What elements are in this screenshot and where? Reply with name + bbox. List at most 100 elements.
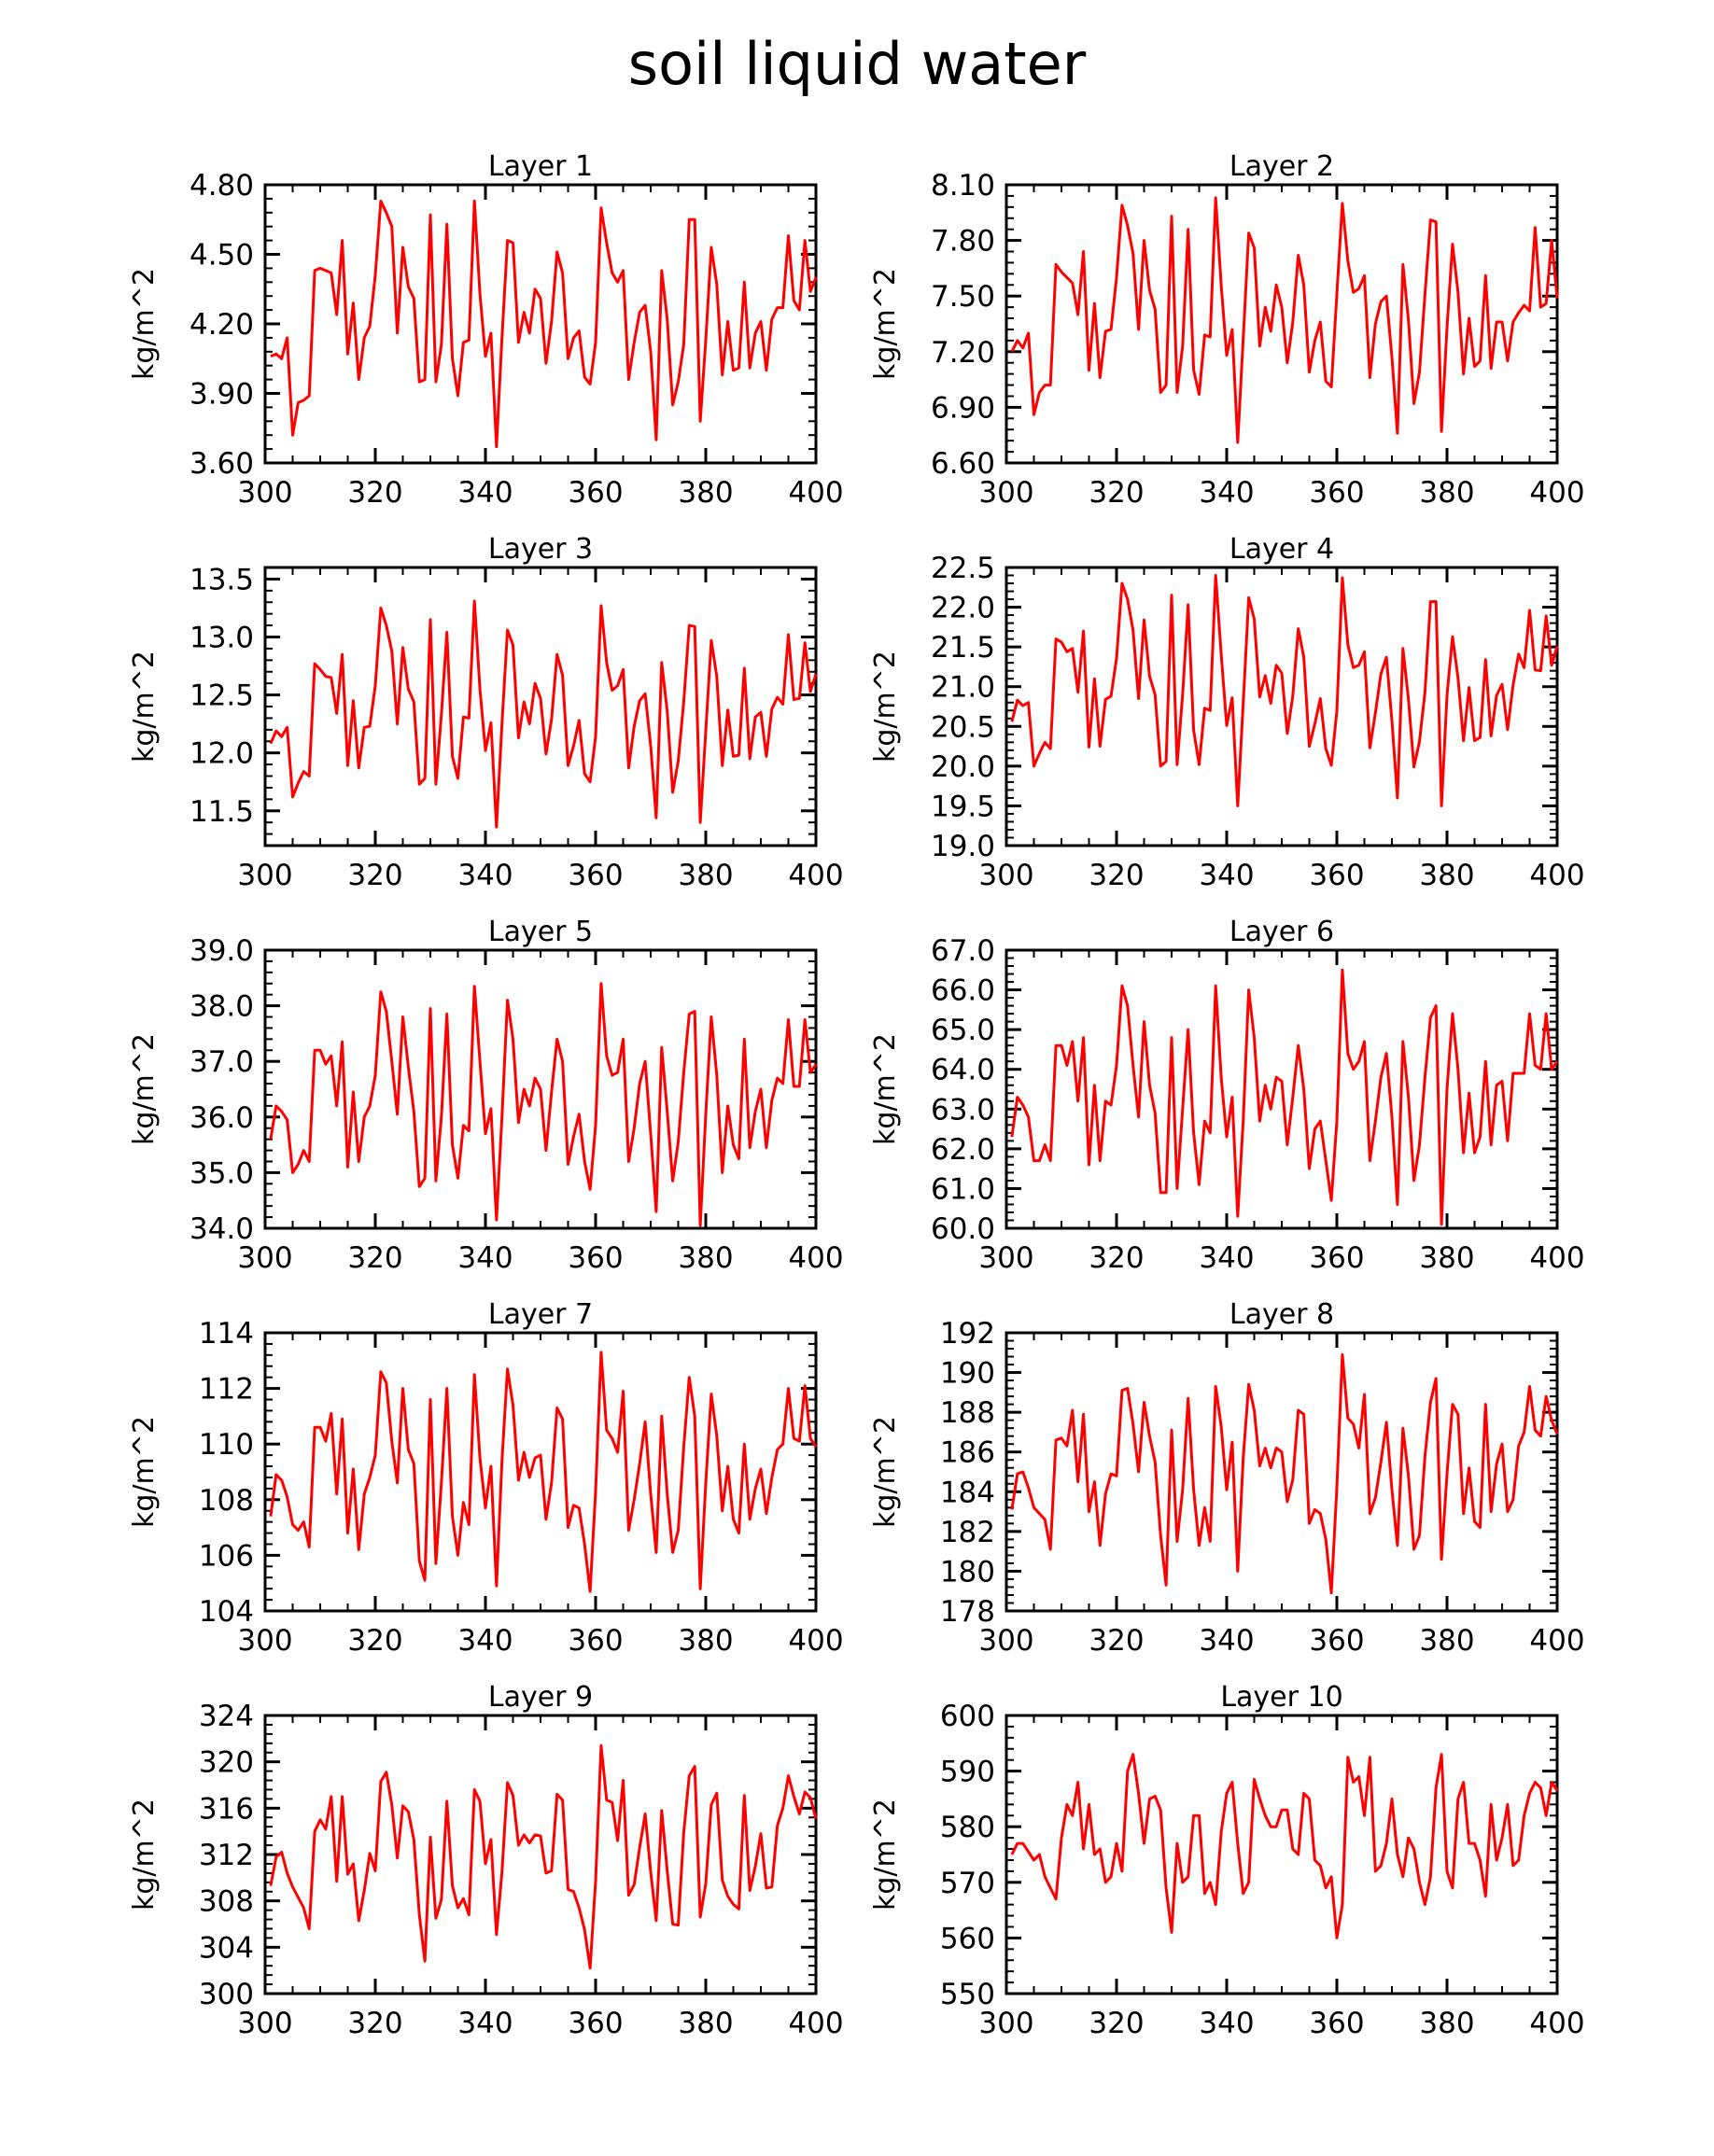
x-tick-label: 380: [678, 1241, 733, 1275]
x-tick-label: 400: [1529, 859, 1584, 892]
y-tick-label: 182: [940, 1516, 995, 1549]
x-tick-label: 360: [568, 476, 623, 510]
y-tick-label: 190: [940, 1357, 995, 1391]
y-tick-label: 7.20: [931, 336, 995, 370]
y-axis-label: kg/m^2: [128, 1799, 161, 1911]
y-tick-label: 580: [940, 1811, 995, 1844]
x-tick-label: 320: [1089, 1624, 1144, 1658]
y-tick-label: 38.0: [190, 990, 254, 1024]
y-tick-label: 67.0: [931, 934, 995, 968]
x-tick-label: 300: [978, 1241, 1033, 1275]
y-tick-label: 22.0: [931, 592, 995, 625]
data-series-line: [1010, 574, 1559, 807]
x-tick-label: 340: [457, 1624, 513, 1658]
x-tick-label: 400: [788, 1241, 843, 1275]
y-axis-label: kg/m^2: [869, 1799, 902, 1911]
y-tick-label: 63.0: [931, 1093, 995, 1127]
y-tick-label: 188: [940, 1396, 995, 1430]
x-tick-label: 400: [1529, 2007, 1584, 2040]
x-tick-label: 300: [237, 1624, 292, 1658]
chart-panel-10: Layer 10 kg/m^2 300 320 340 360 380 400 550 560 57…: [869, 1681, 1585, 2040]
chart-panel-4: Layer 4 kg/m^2 300 320 340 360 380 400 19.0 19.5 2…: [869, 533, 1585, 892]
data-series-line: [1010, 1352, 1559, 1595]
y-tick-label: 108: [199, 1484, 254, 1518]
panel-title: Layer 10: [1220, 1681, 1342, 1714]
data-series-line: [1010, 196, 1559, 444]
y-tick-label: 20.5: [931, 710, 995, 744]
x-tick-label: 400: [788, 2007, 843, 2040]
x-tick-label: 320: [1089, 476, 1144, 510]
x-tick-label: 400: [788, 1624, 843, 1658]
y-tick-label: 180: [940, 1555, 995, 1589]
chart-panel-2: Layer 2 kg/m^2 300 320 340 360 380 400 6.60 6.90 7…: [869, 150, 1585, 510]
y-tick-label: 39.0: [190, 934, 254, 968]
y-tick-label: 64.0: [931, 1054, 995, 1087]
y-tick-label: 61.0: [931, 1172, 995, 1206]
data-series-line: [269, 1743, 818, 1970]
y-tick-label: 186: [940, 1436, 995, 1470]
y-tick-label: 13.0: [190, 622, 254, 655]
y-tick-label: 184: [940, 1476, 995, 1509]
y-tick-label: 4.50: [190, 239, 254, 273]
y-tick-label: 600: [940, 1700, 995, 1733]
y-tick-label: 570: [940, 1867, 995, 1900]
x-tick-label: 380: [678, 859, 733, 892]
y-tick-label: 324: [199, 1700, 254, 1733]
x-tick-label: 340: [1199, 1624, 1254, 1658]
panel-title: Layer 9: [488, 1681, 593, 1714]
y-tick-label: 312: [199, 1839, 254, 1872]
x-tick-label: 380: [1419, 1241, 1474, 1275]
y-tick-label: 7.50: [931, 280, 995, 314]
y-axis-label: kg/m^2: [869, 268, 902, 380]
x-tick-label: 380: [678, 476, 733, 510]
panel-title: Layer 8: [1229, 1298, 1334, 1331]
y-tick-label: 19.0: [931, 830, 995, 863]
x-tick-label: 320: [347, 859, 402, 892]
x-tick-label: 400: [788, 859, 843, 892]
x-tick-label: 360: [568, 2007, 623, 2040]
panel-title: Layer 4: [1229, 533, 1334, 566]
x-tick-label: 360: [568, 859, 623, 892]
y-axis-label: kg/m^2: [869, 651, 902, 763]
x-tick-label: 300: [978, 1624, 1033, 1658]
y-tick-label: 112: [199, 1373, 254, 1407]
x-tick-label: 400: [1529, 476, 1584, 510]
y-axis-label: kg/m^2: [128, 268, 161, 380]
y-tick-label: 550: [940, 1978, 995, 2011]
y-tick-label: 560: [940, 1922, 995, 1955]
x-tick-label: 320: [1089, 859, 1144, 892]
y-tick-label: 4.20: [190, 308, 254, 342]
y-tick-label: 304: [199, 1931, 254, 1965]
data-series-line: [1010, 968, 1559, 1226]
chart-panel-1: Layer 1 kg/m^2 300 320 340 360 380 400 3.60 3.90 4…: [128, 150, 844, 510]
panel-title: Layer 3: [488, 533, 593, 566]
y-tick-label: 7.80: [931, 225, 995, 259]
data-series-line: [269, 1351, 818, 1593]
y-tick-label: 114: [199, 1317, 254, 1351]
x-tick-label: 320: [347, 1241, 402, 1275]
y-tick-label: 590: [940, 1756, 995, 1789]
x-tick-label: 340: [1199, 2007, 1254, 2040]
y-tick-label: 320: [199, 1746, 254, 1780]
y-tick-label: 300: [199, 1978, 254, 2011]
x-tick-label: 380: [1419, 1624, 1474, 1658]
x-tick-label: 360: [1309, 1624, 1364, 1658]
y-tick-label: 19.5: [931, 790, 995, 823]
chart-panel-5: Layer 5 kg/m^2 300 320 340 360 380 400 34.0 35.0 3…: [128, 916, 844, 1275]
x-tick-label: 320: [347, 476, 402, 510]
y-axis-label: kg/m^2: [128, 1033, 161, 1145]
y-tick-label: 34.0: [190, 1212, 254, 1246]
data-series-line: [270, 199, 818, 449]
y-tick-label: 192: [940, 1317, 995, 1351]
x-tick-label: 400: [788, 476, 843, 510]
y-tick-label: 110: [199, 1428, 254, 1462]
y-tick-label: 12.5: [190, 679, 254, 713]
y-tick-label: 3.60: [190, 447, 254, 481]
y-tick-label: 6.60: [931, 447, 995, 481]
x-tick-label: 320: [347, 2007, 402, 2040]
y-tick-label: 35.0: [190, 1156, 254, 1190]
chart-panel-9: Layer 9 kg/m^2 300 320 340 360 380 400 300 304 308…: [128, 1681, 844, 2040]
y-tick-label: 11.5: [190, 795, 254, 829]
y-tick-label: 36.0: [190, 1101, 254, 1135]
